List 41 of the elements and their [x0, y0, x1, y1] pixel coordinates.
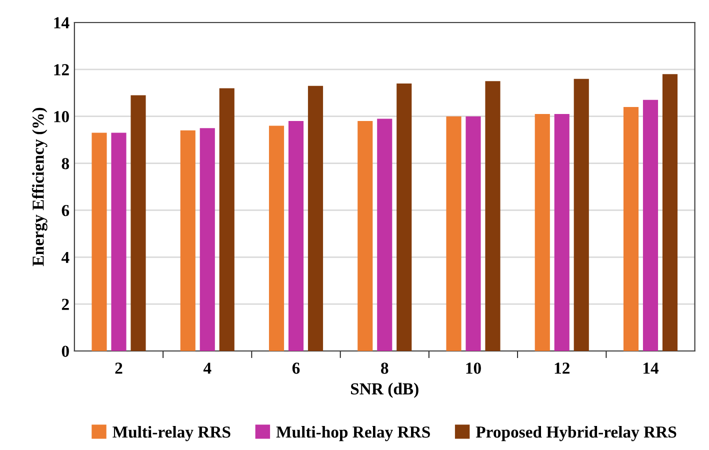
y-tick-label: 4 [61, 252, 70, 263]
bar [396, 84, 412, 351]
x-tick-label: 12 [554, 362, 570, 374]
y-tick-label: 2 [62, 298, 69, 310]
legend-label: Multi-relay RRS [112, 426, 230, 442]
y-axis-title: Energy Efficiency (%) [32, 108, 48, 266]
x-tick-label: 8 [381, 362, 388, 374]
bar [92, 132, 107, 351]
bar [268, 126, 284, 351]
y-tick-label: 10 [54, 111, 69, 122]
x-tick-label: 2 [115, 362, 122, 374]
bar [642, 100, 658, 351]
bar [662, 74, 678, 351]
bar [111, 132, 126, 351]
legend-label: Proposed Hybrid-relay RRS [476, 426, 676, 442]
bar [446, 116, 462, 351]
x-axis-title: SNR (dB) [351, 382, 418, 398]
bar [574, 78, 589, 351]
x-tick-label: 10 [466, 362, 481, 374]
bar [534, 114, 550, 351]
x-tick-label: 14 [644, 362, 659, 374]
bar [358, 121, 373, 351]
bar [219, 88, 234, 351]
y-tick-label: 0 [62, 346, 69, 357]
bar [308, 86, 324, 351]
bar [466, 116, 481, 351]
y-tick-label: 14 [54, 17, 70, 28]
x-tick-label: 6 [292, 362, 300, 374]
bar [377, 118, 392, 351]
x-tick-label: 4 [203, 362, 212, 374]
bar [623, 106, 639, 351]
bar [288, 121, 304, 351]
y-tick-label: 6 [62, 204, 70, 216]
bar [554, 114, 570, 351]
legend-label: Multi-hop Relay RRS [276, 426, 430, 442]
bar [130, 95, 146, 351]
y-tick-label: 8 [62, 158, 70, 170]
y-tick-label: 12 [54, 64, 69, 76]
bar [200, 128, 215, 351]
bar [180, 130, 196, 351]
bar [485, 81, 500, 351]
